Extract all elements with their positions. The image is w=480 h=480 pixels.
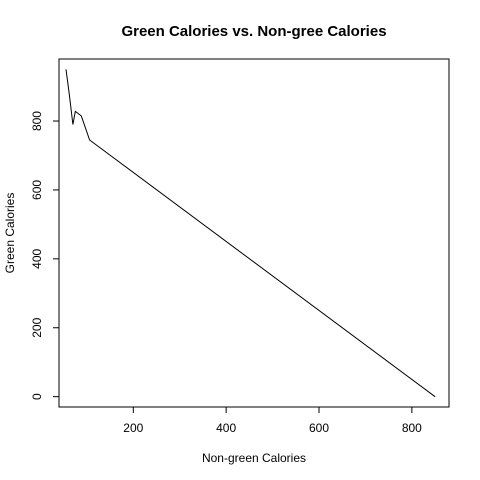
y-tick-label: 400 [30,249,44,269]
y-tick-label: 0 [30,393,44,400]
y-tick-label: 600 [30,180,44,200]
x-axis: 200 400 600 800 [123,407,422,435]
y-tick-label: 800 [30,111,44,131]
y-axis-label: Green Calories [3,193,17,274]
chart-title: Green Calories vs. Non-gree Calories [121,23,386,40]
x-axis-label: Non-green Calories [202,451,306,465]
x-tick-label: 400 [216,421,236,435]
y-axis: 0 200 400 600 800 [30,111,59,400]
x-tick-label: 800 [402,421,422,435]
x-tick-label: 600 [309,421,329,435]
plot-frame [58,58,450,408]
series-line [65,69,436,398]
y-tick-label: 200 [30,317,44,337]
x-tick-label: 200 [123,421,143,435]
